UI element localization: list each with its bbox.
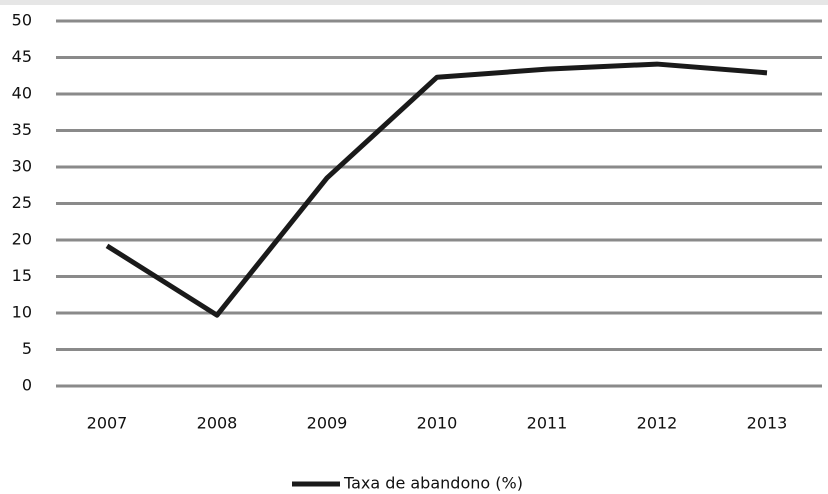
x-tick-label: 2011: [527, 414, 568, 433]
y-tick-label: 20: [12, 230, 32, 249]
y-tick-label: 25: [12, 193, 32, 212]
data-line: [105, 61, 768, 318]
y-tick-label: 35: [12, 120, 32, 139]
legend-label: Taxa de abandono (%): [343, 474, 523, 493]
y-tick-label: 0: [22, 376, 32, 395]
y-tick-label: 5: [22, 339, 32, 358]
y-tick-label: 30: [12, 157, 32, 176]
y-tick-label: 15: [12, 266, 32, 285]
top-band: [0, 0, 828, 5]
x-tick-label: 2008: [197, 414, 238, 433]
x-tick-label: 2013: [747, 414, 788, 433]
y-tick-label: 40: [12, 84, 32, 103]
x-tick-label: 2009: [307, 414, 348, 433]
x-tick-label: 2010: [417, 414, 458, 433]
x-tick-label: 2007: [87, 414, 128, 433]
y-tick-label: 45: [12, 47, 32, 66]
y-tick-label: 10: [12, 303, 32, 322]
y-tick-label: 50: [12, 11, 32, 30]
x-tick-label: 2012: [637, 414, 678, 433]
